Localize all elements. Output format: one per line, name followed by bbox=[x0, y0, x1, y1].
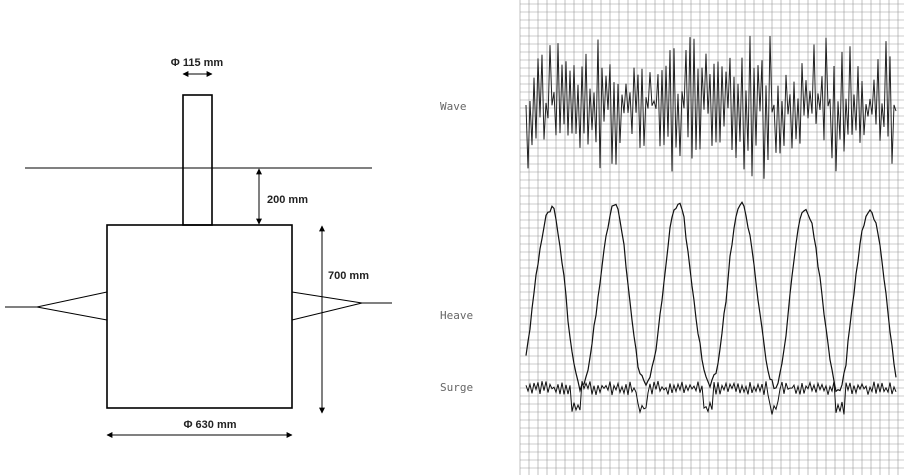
dim-label: 700 mm bbox=[328, 270, 369, 282]
trace-label: Heave bbox=[440, 309, 473, 322]
trace-label: Surge bbox=[440, 381, 473, 394]
left-mooring bbox=[5, 291, 108, 321]
chart-recording: Wave Heave Surge bbox=[440, 0, 904, 475]
buoy-diagram: Φ 115 mm 200 mm 700 mm Φ 630 mm bbox=[5, 57, 392, 438]
body bbox=[106, 224, 293, 409]
trace-label: Wave bbox=[440, 100, 467, 113]
dim-label: 200 mm bbox=[267, 194, 308, 206]
right-mooring bbox=[291, 291, 392, 321]
trace bbox=[525, 201, 897, 393]
dim-label: Φ 630 mm bbox=[183, 419, 236, 431]
trace bbox=[525, 380, 897, 415]
dim-label: Φ 115 mm bbox=[171, 57, 224, 69]
mast bbox=[182, 94, 213, 226]
trace bbox=[525, 35, 897, 179]
